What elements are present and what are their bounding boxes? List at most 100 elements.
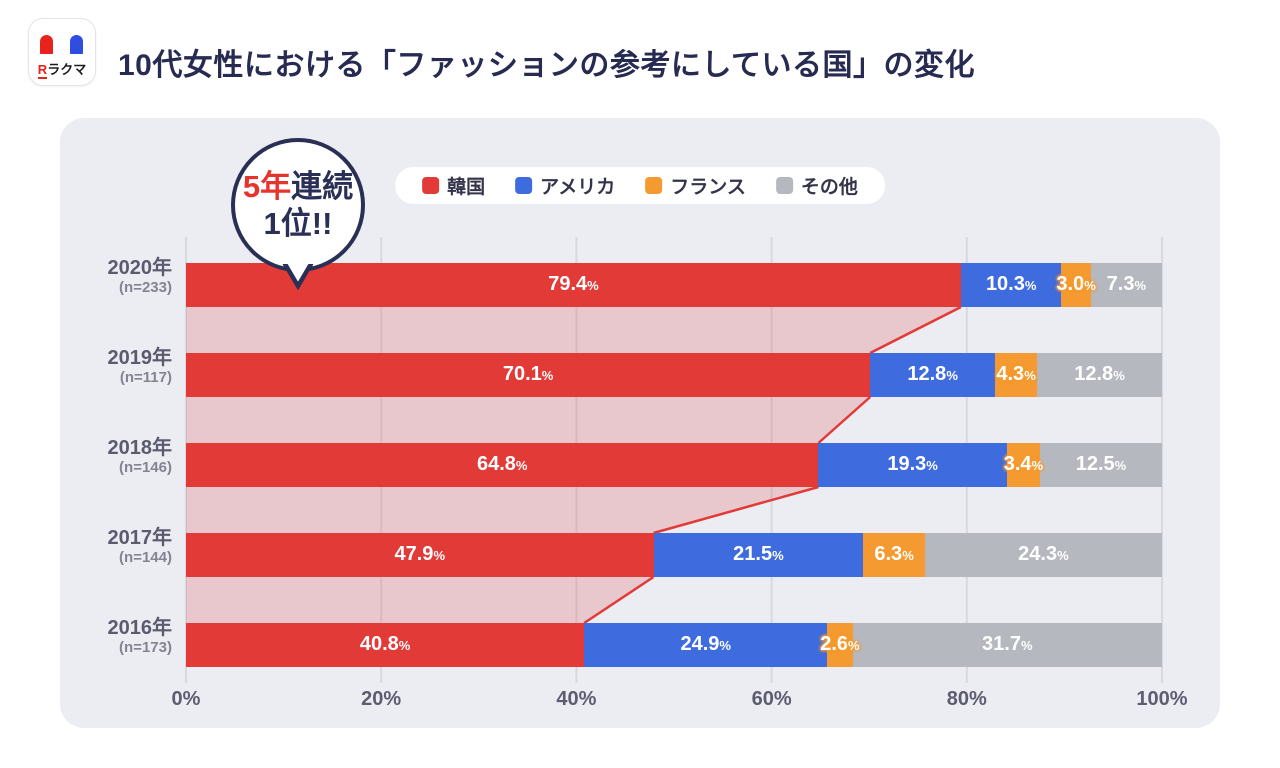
segment-その他: 12.5% [1039,443,1162,487]
sample-size-label: (n=233) [119,279,172,296]
segment-value-label: 19.3% [887,453,938,475]
segment-アメリカ: 19.3% [818,443,1007,487]
year-label: 2019年 [107,347,173,369]
red-series-connector-line [653,485,819,535]
bar-row-2020年: 79.4% 10.3% 3.0% 7.3% [186,263,1162,307]
segment-value-label: 12.8% [1074,363,1125,385]
year-label: 2017年 [107,527,173,549]
segment-フランス: 2.6% [820,623,860,667]
segment-value-label: 3.4% [1003,453,1044,475]
x-tick-label-40%: 40% [556,688,597,710]
segment-韓国: 79.4% [186,263,961,307]
segment-value-label: 40.8% [359,633,411,655]
bar-row-2018年: 64.8% 19.3% 3.4% 12.5% [186,443,1162,487]
red-series-connector-area [186,487,819,533]
bar-row-2017年: 47.9% 21.5% 6.3% 24.3% [186,533,1162,577]
row-label-2019年: 2019年 (n=117) [60,347,173,387]
legend-item-3: フランス [645,172,746,199]
segment-value-label: 21.5% [733,543,784,565]
segment-value-label: 64.8% [476,453,528,475]
rakuma-logo: Rラクマ [28,18,96,86]
legend-label: 韓国 [447,177,486,198]
sample-size-label: (n=117) [119,369,172,386]
red-series-connector-area [186,577,654,623]
row-label-2017年: 2017年 (n=144) [60,527,173,567]
legend-item-1: 韓国 [422,172,485,199]
legend-label: フランス [670,177,746,198]
logo-rakuma-text: ラクマ [47,62,87,77]
legend-swatch [515,177,533,194]
segment-その他: 7.3% [1090,263,1162,307]
logo-red-shape [40,35,53,54]
row-label-2018年: 2018年 (n=146) [60,437,173,477]
legend-item-4: その他 [775,172,858,199]
chart-panel: 韓国 アメリカ フランス その他 2020年 (n=233) 79.4% 10.3% 3.0%… [60,118,1220,728]
sample-size-label: (n=144) [119,549,172,566]
red-series-connector-area [186,307,961,353]
segment-その他: 31.7% [852,623,1162,667]
row-label-2016年: 2016年 (n=173) [60,617,173,657]
legend: 韓国 アメリカ フランス その他 [395,167,885,204]
legend-swatch [422,177,440,194]
sample-size-label: (n=173) [119,639,172,656]
segment-value-label: 6.3% [874,543,914,565]
segment-韓国: 70.1% [186,353,871,397]
segment-その他: 12.8% [1037,353,1162,397]
segment-アメリカ: 21.5% [653,533,864,577]
x-tick-label-0%: 0% [171,688,201,710]
legend-swatch [645,177,663,194]
segment-value-label: 79.4% [548,273,599,295]
red-series-connector-area [186,397,871,443]
legend-label: アメリカ [540,177,616,198]
red-series-connector-line [817,396,872,444]
segment-value-label: 31.7% [982,633,1033,655]
year-label: 2016年 [107,617,173,639]
segment-その他: 24.3% [924,533,1162,577]
segment-value-label: 47.9% [394,543,446,565]
sample-size-label: (n=146) [119,459,172,476]
callout-bubble: 5年連続 1位!! [231,138,365,290]
logo-r-letter: R [37,62,48,79]
rakuma-logo-icon [40,35,83,54]
segment-韓国: 64.8% [186,443,819,487]
bar-row-2019年: 70.1% 12.8% 4.3% 12.8% [186,353,1162,397]
legend-label: その他 [800,177,858,198]
segment-value-label: 24.3% [1018,543,1069,565]
segment-韓国: 47.9% [186,533,654,577]
callout-tail [282,264,314,290]
segment-アメリカ: 24.9% [584,623,828,667]
x-tick-label-100%: 100% [1136,688,1188,710]
callout-line-2: 1位!! [263,206,333,241]
segment-フランス: 3.0% [1056,263,1096,307]
segment-value-label: 12.5% [1075,453,1127,475]
chart-grid-and-connectors [185,237,1163,683]
logo-wordmark: Rラクマ [29,59,95,79]
x-tick-label-20%: 20% [361,688,402,710]
segment-value-label: 3.0% [1056,273,1096,295]
segment-アメリカ: 12.8% [870,353,996,397]
bar-row-2016年: 40.8% 24.9% 2.6% 31.7% [186,623,1162,667]
callout-text-red: 5年 [242,169,292,204]
callout-line-1: 5年連続 [243,168,353,205]
x-tick-label-60%: 60% [751,688,792,710]
segment-value-label: 2.6% [820,633,860,655]
segment-value-label: 10.3% [985,273,1037,295]
x-tick-label-80%: 80% [946,688,987,710]
segment-フランス: 4.3% [995,353,1038,397]
legend-item-2: アメリカ [515,172,615,199]
legend-swatch [775,177,793,194]
year-label: 2020年 [107,257,173,279]
segment-value-label: 24.9% [680,633,731,655]
segment-韓国: 40.8% [186,623,585,667]
segment-value-label: 7.3% [1106,273,1147,295]
callout-text-dark: 連続 [291,169,354,204]
segment-アメリカ: 10.3% [960,263,1062,307]
red-series-connector-line [583,575,655,625]
callout-circle: 5年連続 1位!! [231,138,365,272]
logo-white-shape [55,35,68,54]
segment-value-label: 70.1% [502,363,554,385]
segment-フランス: 6.3% [863,533,925,577]
segment-value-label: 12.8% [907,363,958,385]
page-title: 10代女性における「ファッションの参考にしている国」の変化 [118,49,975,82]
